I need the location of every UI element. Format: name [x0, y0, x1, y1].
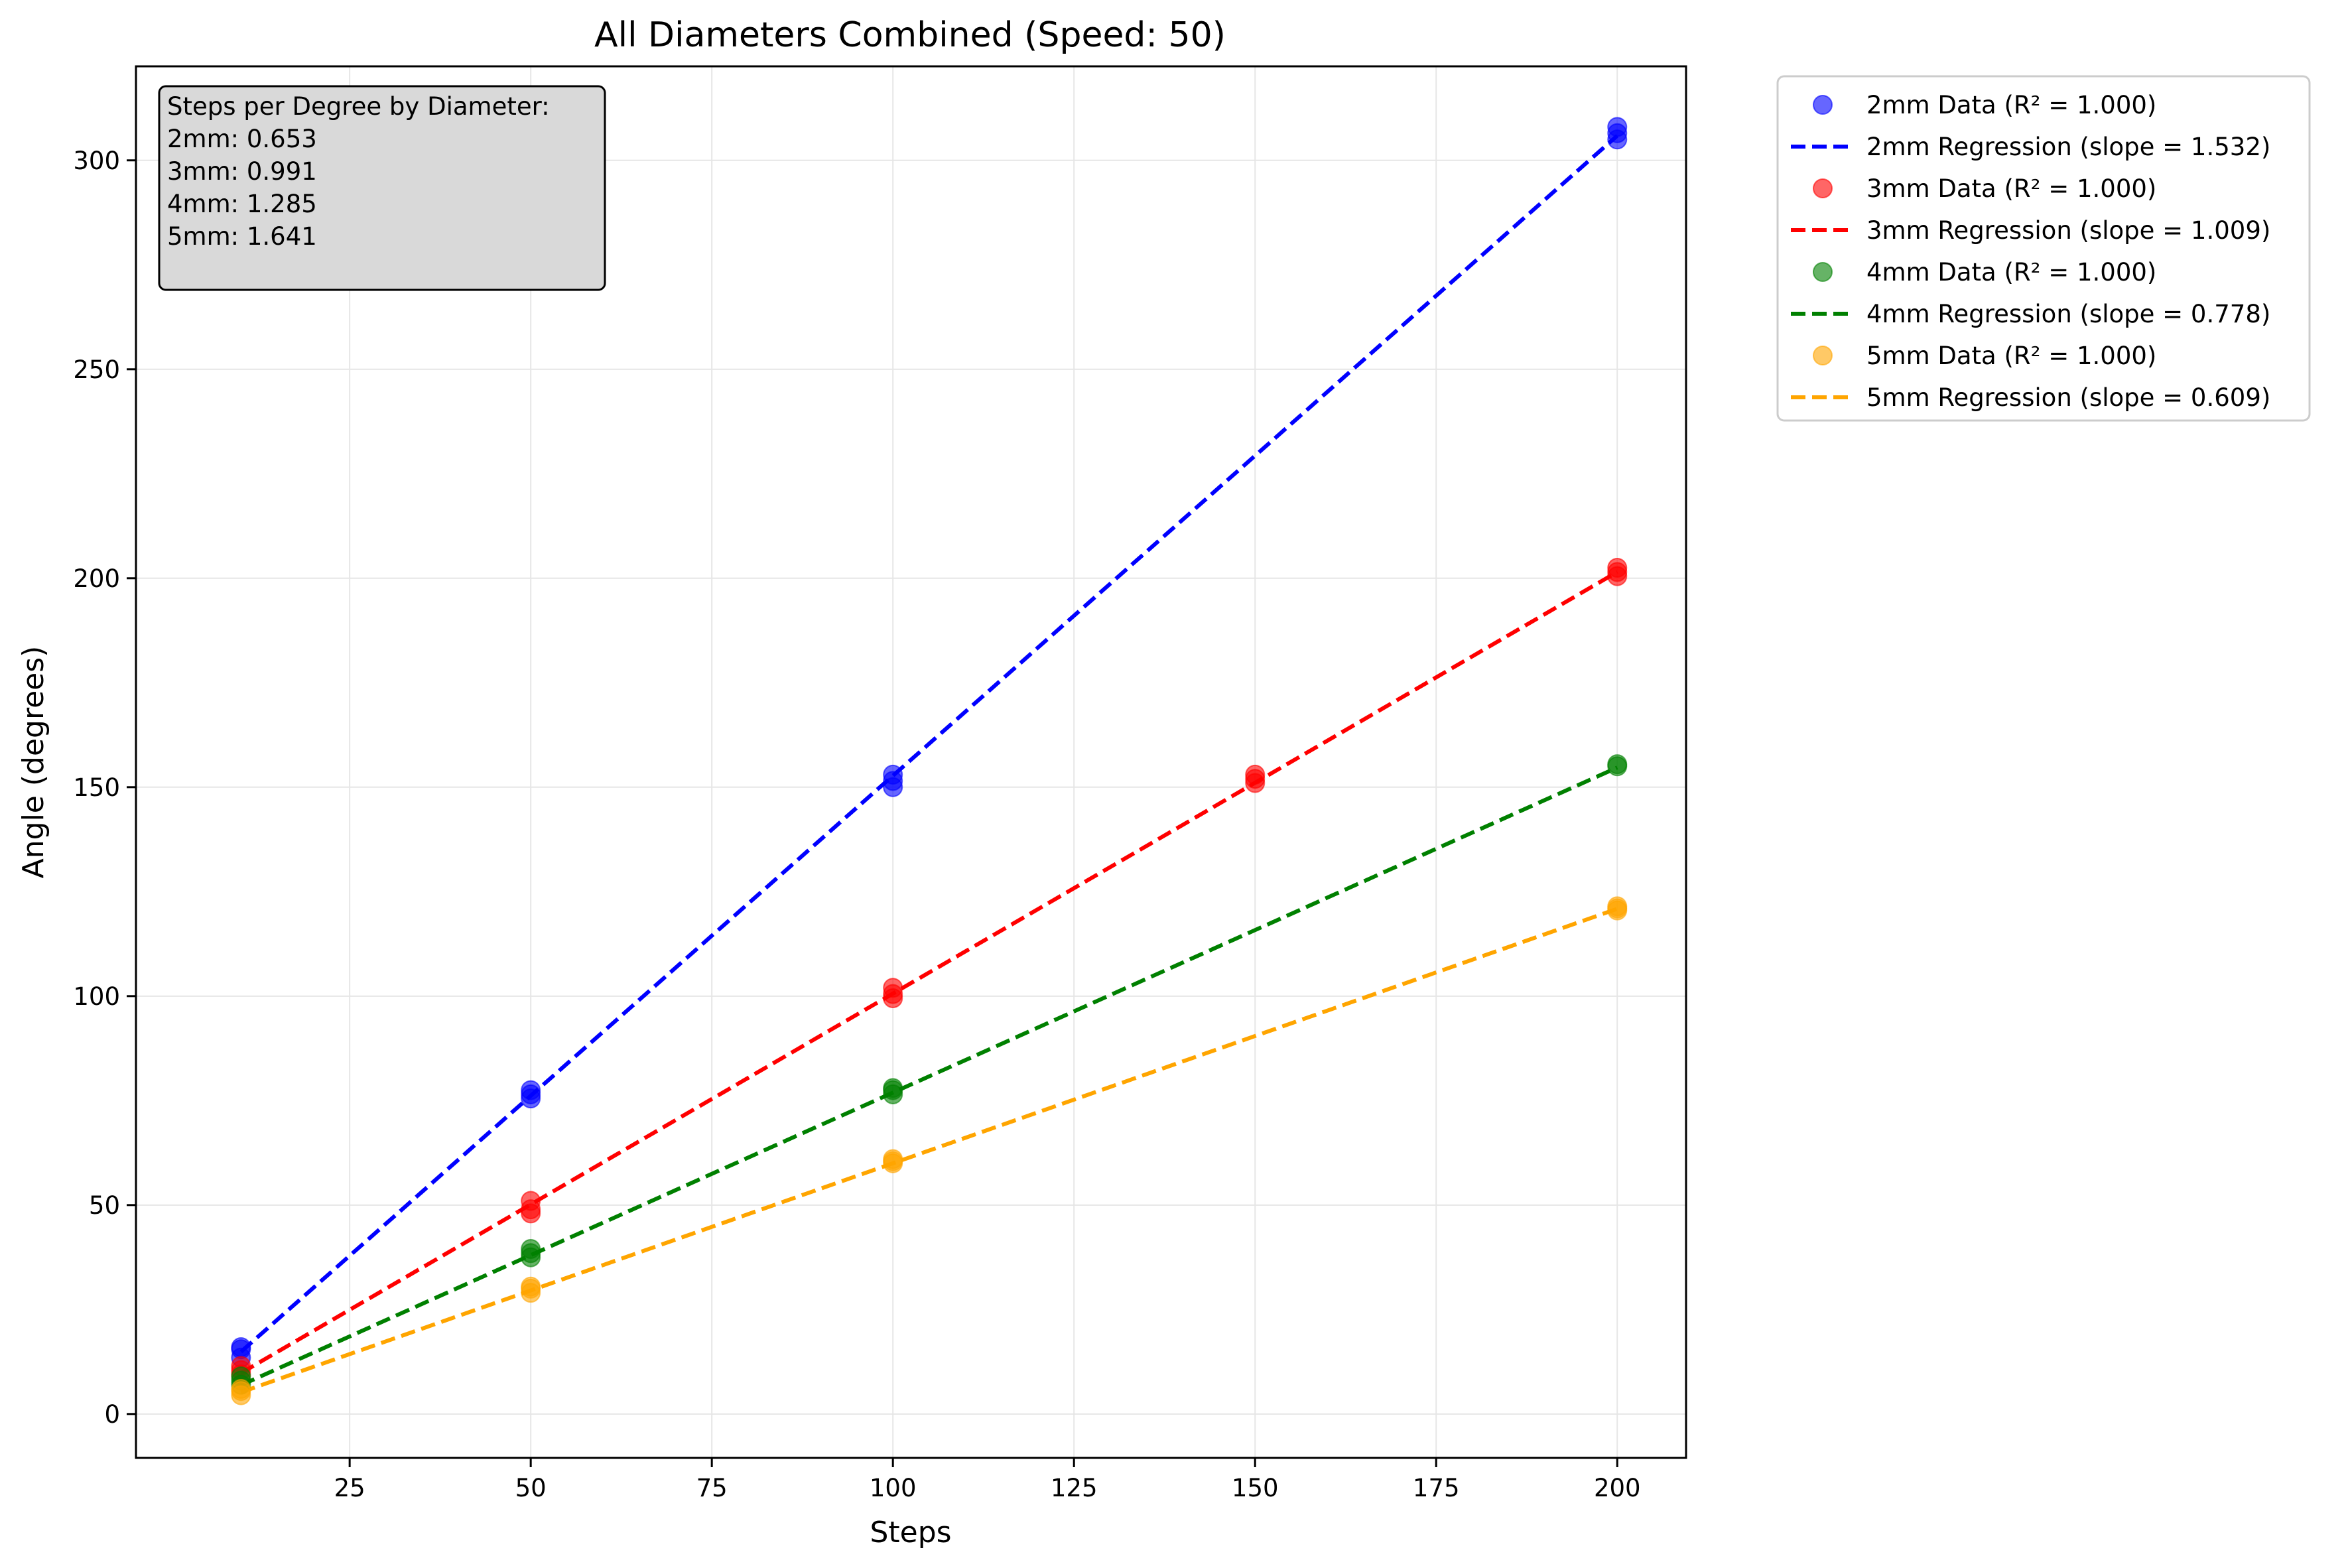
annotation-background — [158, 85, 606, 291]
regression-line-7 — [240, 907, 1618, 1394]
y-tick-label: 100 — [73, 982, 120, 1011]
regression-lines — [239, 134, 1619, 1394]
legend-label-0: 2mm Data (R² = 1.000) — [1866, 91, 2156, 119]
annotation-line-2mm: 2mm: 0.653 — [167, 125, 317, 153]
y-tick-label: 200 — [73, 564, 120, 593]
legend-label-5: 4mm Regression (slope = 0.778) — [1866, 300, 2270, 328]
legend-label-2: 3mm Data (R² = 1.000) — [1866, 174, 2156, 203]
legend-label-6: 5mm Data (R² = 1.000) — [1866, 342, 2156, 370]
data-point-6-8 — [883, 1149, 903, 1169]
y-tick-label: 250 — [73, 356, 120, 384]
annotation-line-4mm: 4mm: 1.285 — [167, 190, 317, 218]
data-point-2-8 — [883, 978, 903, 998]
x-tick-label: 200 — [1594, 1474, 1641, 1502]
data-point-0-8 — [883, 764, 903, 785]
legend-label-7: 5mm Regression (slope = 0.609) — [1866, 383, 2270, 412]
legend-marker-6 — [1813, 346, 1833, 365]
data-points — [231, 117, 1628, 1405]
x-tick-label: 25 — [334, 1474, 365, 1502]
regression-line-5 — [240, 765, 1618, 1388]
y-axis-label: Angle (degrees) — [17, 646, 50, 879]
data-point-4-5 — [521, 1238, 541, 1259]
data-point-6-5 — [521, 1276, 541, 1297]
plot-area: 25 50 75 100 125 150 175 200 0 50 100 150 200 250 300 — [73, 65, 1687, 1502]
data-point-6-11 — [1607, 896, 1628, 917]
data-point-0-11 — [1607, 117, 1628, 137]
x-tick-label: 150 — [1232, 1474, 1279, 1502]
regression-line-3 — [239, 570, 1618, 1375]
y-tick-label: 0 — [104, 1400, 120, 1429]
data-point-2-14 — [1607, 558, 1628, 578]
regression-line-1 — [239, 134, 1619, 1354]
data-point-0-2 — [231, 1337, 251, 1358]
x-tick-label: 175 — [1413, 1474, 1460, 1502]
data-point-4-8 — [883, 1078, 903, 1098]
data-point-2-11 — [1245, 764, 1266, 785]
y-axis-ticks: 0 50 100 150 200 250 300 — [73, 147, 136, 1429]
y-tick-label: 150 — [73, 773, 120, 802]
x-tick-label: 50 — [515, 1474, 547, 1502]
data-point-0-5 — [521, 1080, 541, 1100]
legend-label-1: 2mm Regression (slope = 1.532) — [1866, 133, 2270, 161]
grid-layer — [136, 66, 1686, 1458]
data-point-6-2 — [231, 1379, 251, 1400]
x-axis-label: Steps — [870, 1516, 951, 1549]
data-point-2-5 — [521, 1191, 541, 1211]
legend-label-4: 4mm Data (R² = 1.000) — [1866, 258, 2156, 287]
legend-frame — [1776, 75, 2311, 422]
annotation-line-3mm: 3mm: 0.991 — [167, 157, 317, 186]
legend: 2mm Data (R² = 1.000) 2mm Regression (slo… — [1776, 75, 2311, 422]
steps-per-degree-annotation: Steps per Degree by Diameter: 2mm: 0.653… — [158, 85, 606, 291]
x-tick-label: 125 — [1051, 1474, 1098, 1502]
annotation-heading: Steps per Degree by Diameter: — [167, 92, 550, 121]
annotation-line-5mm: 5mm: 1.641 — [167, 222, 317, 251]
chart-title: All Diameters Combined (Speed: 50) — [594, 15, 1226, 55]
x-tick-label: 75 — [696, 1474, 728, 1502]
x-tick-label: 100 — [870, 1474, 917, 1502]
legend-marker-0 — [1813, 95, 1833, 115]
x-axis-ticks: 25 50 75 100 125 150 175 200 — [334, 1458, 1641, 1502]
legend-marker-4 — [1813, 262, 1833, 282]
y-tick-label: 300 — [73, 147, 120, 175]
data-point-4-10 — [1607, 754, 1628, 775]
axes-frame — [135, 65, 1687, 1459]
legend-marker-2 — [1813, 178, 1833, 198]
legend-entries: 2mm Data (R² = 1.000) 2mm Regression (slo… — [1791, 91, 2270, 412]
legend-label-3: 3mm Regression (slope = 1.009) — [1866, 216, 2270, 245]
y-tick-label: 50 — [89, 1191, 120, 1220]
